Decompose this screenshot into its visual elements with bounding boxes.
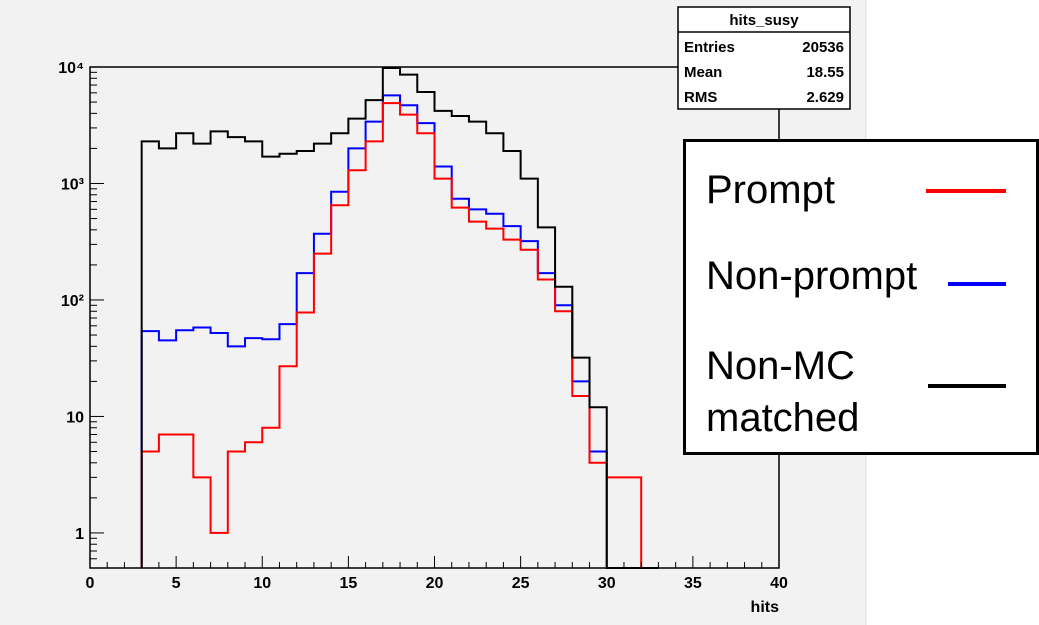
legend-line-non-prompt: [948, 282, 1006, 286]
stats-box: hits_susy Entries 20536 Mean 18.55 RMS 2…: [677, 6, 851, 110]
stats-value-rms: 2.629: [806, 89, 844, 106]
y-tick-label: 10³: [61, 176, 84, 193]
legend-label-non-mc-line2: matched: [706, 396, 860, 440]
stats-value-mean: 18.55: [806, 64, 844, 81]
x-tick-label: 25: [512, 575, 530, 592]
legend-box: Prompt Non-prompt Non-MC matched: [683, 139, 1039, 455]
y-tick-label: 10⁴: [58, 60, 84, 77]
x-tick-label: 20: [426, 575, 444, 592]
stats-label-mean: Mean: [684, 64, 722, 81]
x-tick-label: 5: [172, 575, 181, 592]
x-tick-label: 15: [339, 575, 357, 592]
legend-line-prompt: [926, 189, 1006, 193]
stats-label-entries: Entries: [684, 39, 735, 56]
legend-label-prompt: Prompt: [706, 168, 835, 212]
series-non-mc-matched: [140, 67, 659, 569]
y-tick-label: 10²: [61, 293, 84, 310]
legend-label-non-prompt: Non-prompt: [706, 254, 918, 298]
x-tick-label: 30: [598, 575, 616, 592]
x-axis-label: hits: [751, 599, 780, 616]
axes: 0 5 10 15 20 25 30 35 40 1 10 10² 10³ 10⁴: [58, 60, 788, 592]
plot-area: [140, 67, 659, 569]
series-prompt: [140, 102, 659, 569]
legend-line-non-mc: [928, 384, 1006, 388]
legend-label-non-mc-line1: Non-MC: [706, 344, 855, 388]
y-tick-label: 1: [75, 526, 84, 543]
y-tick-label: 10: [66, 409, 84, 426]
x-tick-label: 40: [770, 575, 788, 592]
stats-label-rms: RMS: [684, 89, 717, 106]
stats-title: hits_susy: [729, 12, 799, 29]
x-tick-label: 10: [253, 575, 271, 592]
stats-value-entries: 20536: [802, 39, 844, 56]
x-tick-label: 35: [684, 575, 702, 592]
x-tick-label: 0: [86, 575, 95, 592]
